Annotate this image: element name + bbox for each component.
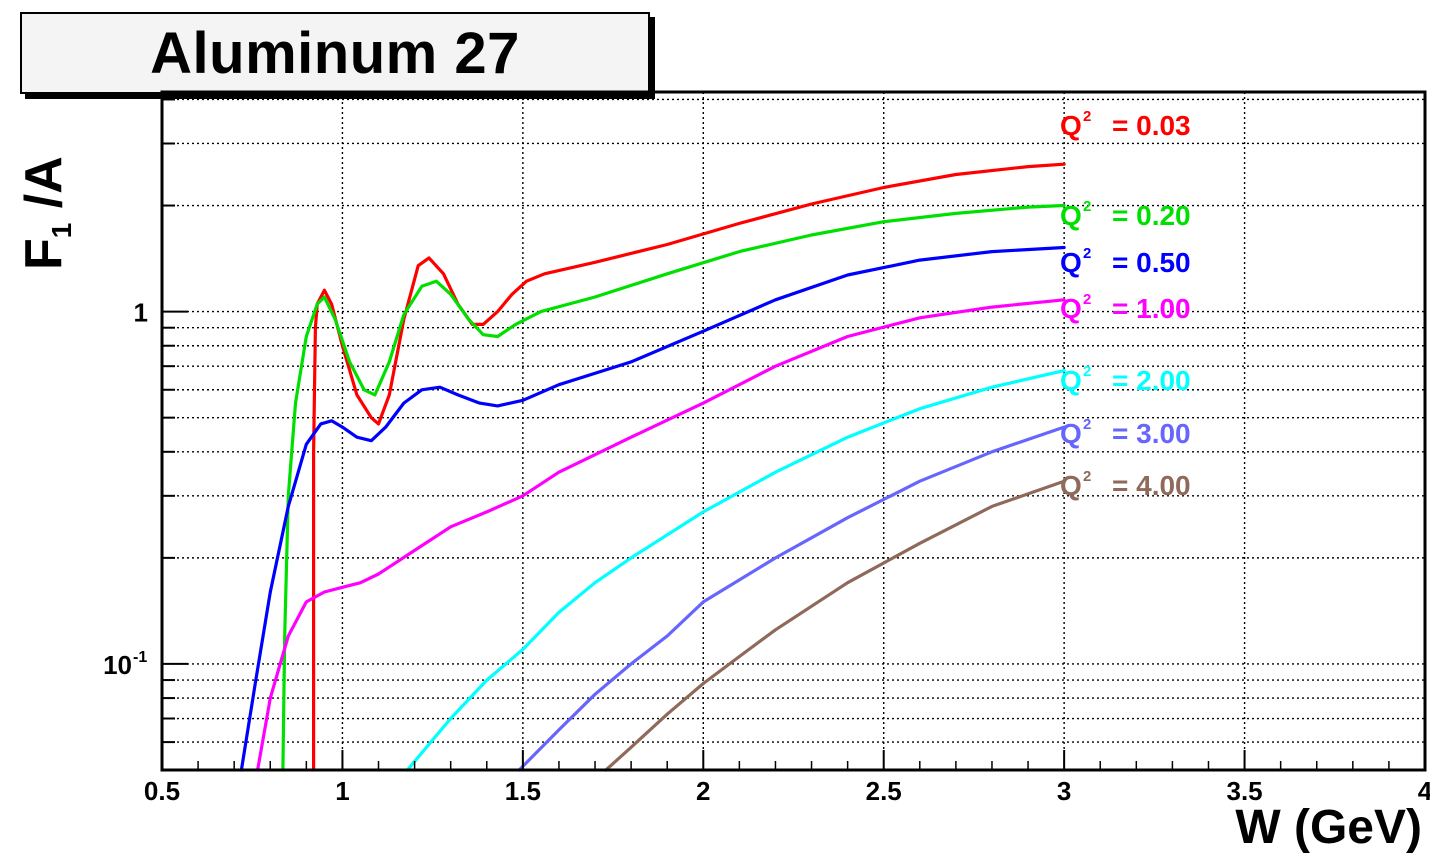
series-curves [239, 162, 1066, 772]
legend-q-exponent: 2 [1083, 291, 1091, 308]
grid-lines [162, 92, 1425, 770]
legend-q-value: = 4.00 [1112, 470, 1191, 501]
series-line-3 [256, 298, 1066, 772]
legend-q-label: Q [1060, 365, 1082, 396]
legend-q-label: Q [1060, 293, 1082, 324]
legend-q-exponent: 2 [1083, 468, 1091, 485]
y-tick-label: 10 [103, 650, 132, 680]
legend-q-label: Q [1060, 470, 1082, 501]
legend-q-value: = 1.00 [1112, 293, 1191, 324]
x-axis-label: W (GeV) [1235, 801, 1422, 854]
x-tick-label: 3.5 [1226, 776, 1262, 806]
x-tick-label: 2 [696, 776, 710, 806]
x-tick-label: 4 [1418, 776, 1430, 806]
series-line-2 [239, 245, 1066, 772]
series-line-1 [281, 203, 1066, 772]
legend-q-label: Q [1060, 110, 1082, 141]
x-tick-label: 3 [1057, 776, 1071, 806]
plot-border [160, 90, 1427, 772]
legend-entry-3: Q 2 = 1.00 [1060, 291, 1191, 324]
legend-q-exponent: 2 [1083, 363, 1091, 380]
plot-frame [160, 90, 1427, 772]
legend-q-exponent: 2 [1083, 198, 1091, 215]
chart-title: Aluminum 27 [150, 20, 520, 86]
legend-q-value: = 0.03 [1112, 110, 1191, 141]
chart-title-box: Aluminum 27 [20, 12, 650, 94]
legend-q-exponent: 2 [1083, 245, 1091, 262]
legend-entry-4: Q 2 = 2.00 [1060, 363, 1191, 396]
x-tick-label: 1.5 [505, 776, 541, 806]
legend-q-exponent: 2 [1083, 108, 1091, 125]
legend-q-value: = 0.20 [1112, 200, 1191, 231]
legend-q-label: Q [1060, 200, 1082, 231]
legend: Q 2 = 0.03Q 2 = 0.20Q 2 = 0.50Q 2 = 1.00Q 2 = 2.00… [1060, 108, 1191, 501]
axis-ticks: 0.5 1 1.5 2 2.5 3 3.5 4 1 10 -1 [103, 98, 1430, 806]
legend-q-exponent: 2 [1083, 416, 1091, 433]
series-line-6 [604, 479, 1066, 772]
series-line-5 [517, 425, 1066, 772]
legend-q-label: Q [1060, 247, 1082, 278]
x-tick-label: 0.5 [144, 776, 180, 806]
y-tick-label: 1 [134, 298, 148, 328]
legend-entry-5: Q 2 = 3.00 [1060, 416, 1191, 449]
series-line-4 [405, 369, 1066, 772]
x-tick-label: 2.5 [866, 776, 902, 806]
legend-q-value: = 3.00 [1112, 418, 1191, 449]
legend-q-label: Q [1060, 418, 1082, 449]
y-tick-label-exponent: -1 [133, 649, 147, 666]
legend-q-value: = 2.00 [1112, 365, 1191, 396]
legend-q-value: = 0.50 [1112, 247, 1191, 278]
legend-entry-0: Q 2 = 0.03 [1060, 108, 1191, 141]
series-line-0 [312, 162, 1066, 772]
legend-entry-2: Q 2 = 0.50 [1060, 245, 1191, 278]
legend-entry-1: Q 2 = 0.20 [1060, 198, 1191, 231]
x-tick-label: 1 [335, 776, 349, 806]
legend-entry-6: Q 2 = 4.00 [1060, 468, 1191, 501]
